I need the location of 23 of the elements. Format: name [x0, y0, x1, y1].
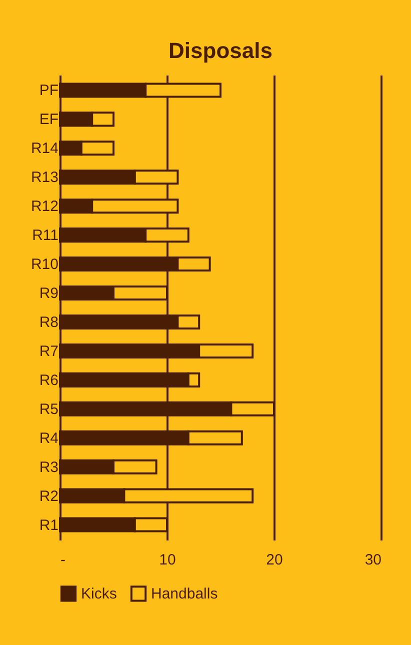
- y-tick-label: R6: [39, 372, 58, 389]
- y-tick-label: R4: [39, 430, 58, 447]
- y-tick-label: R9: [39, 285, 58, 302]
- x-tick-label: 10: [159, 552, 176, 568]
- y-tick-label: R11: [32, 227, 58, 244]
- y-tick-label: PF: [39, 82, 58, 100]
- y-tick-label: R2: [39, 488, 58, 505]
- legend-label: Kicks: [81, 586, 117, 603]
- x-tick-label: 30: [364, 552, 382, 568]
- x-tick-label: -: [60, 552, 66, 568]
- y-tick-label: R3: [39, 458, 58, 476]
- x-tick-label: 20: [266, 552, 283, 568]
- y-tick-label: R7: [39, 342, 58, 360]
- y-tick-label: R5: [39, 400, 58, 418]
- y-tick-label: R10: [30, 256, 58, 274]
- y-tick-label: R12: [30, 198, 58, 216]
- y-tick-label: EF: [39, 111, 58, 128]
- legend-label: Handballs: [151, 586, 218, 603]
- y-tick-label: R8: [39, 314, 58, 331]
- y-tick-label: R13: [30, 169, 58, 186]
- y-tick-label: R14: [30, 140, 58, 158]
- chart-title: Disposals: [168, 38, 272, 63]
- y-tick-label: R1: [39, 516, 58, 534]
